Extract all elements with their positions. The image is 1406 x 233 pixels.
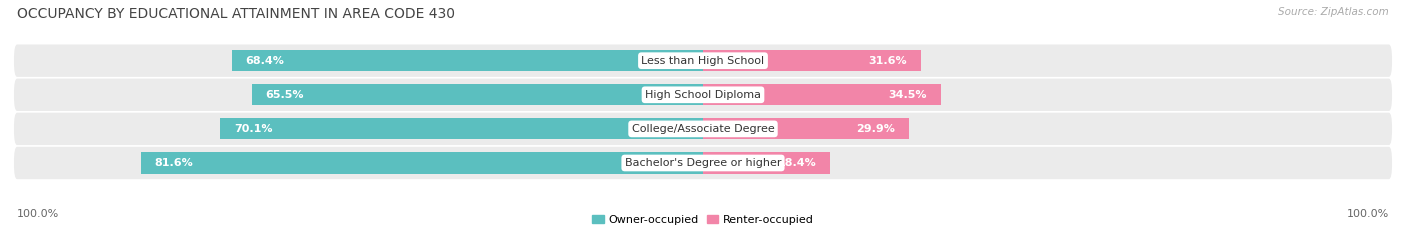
FancyBboxPatch shape [14,147,1392,179]
Text: Source: ZipAtlas.com: Source: ZipAtlas.com [1278,7,1389,17]
FancyBboxPatch shape [14,113,1392,145]
Bar [703,50,921,71]
Bar [221,118,703,140]
Bar [252,84,703,105]
Text: 29.9%: 29.9% [856,124,896,134]
Text: 100.0%: 100.0% [1347,209,1389,219]
Bar [232,50,703,71]
Text: Less than High School: Less than High School [641,56,765,66]
Bar [703,152,830,174]
Text: 34.5%: 34.5% [889,90,927,100]
Text: College/Associate Degree: College/Associate Degree [631,124,775,134]
Text: Bachelor's Degree or higher: Bachelor's Degree or higher [624,158,782,168]
FancyBboxPatch shape [14,79,1392,111]
FancyBboxPatch shape [14,45,1392,77]
Text: 68.4%: 68.4% [246,56,284,66]
Text: 65.5%: 65.5% [266,90,304,100]
Text: 31.6%: 31.6% [869,56,907,66]
Text: High School Diploma: High School Diploma [645,90,761,100]
Legend: Owner-occupied, Renter-occupied: Owner-occupied, Renter-occupied [588,210,818,229]
Text: 81.6%: 81.6% [155,158,194,168]
Text: 70.1%: 70.1% [233,124,273,134]
Text: OCCUPANCY BY EDUCATIONAL ATTAINMENT IN AREA CODE 430: OCCUPANCY BY EDUCATIONAL ATTAINMENT IN A… [17,7,456,21]
Bar [141,152,703,174]
Bar [703,118,910,140]
Bar [703,84,941,105]
Text: 18.4%: 18.4% [778,158,815,168]
Text: 100.0%: 100.0% [17,209,59,219]
